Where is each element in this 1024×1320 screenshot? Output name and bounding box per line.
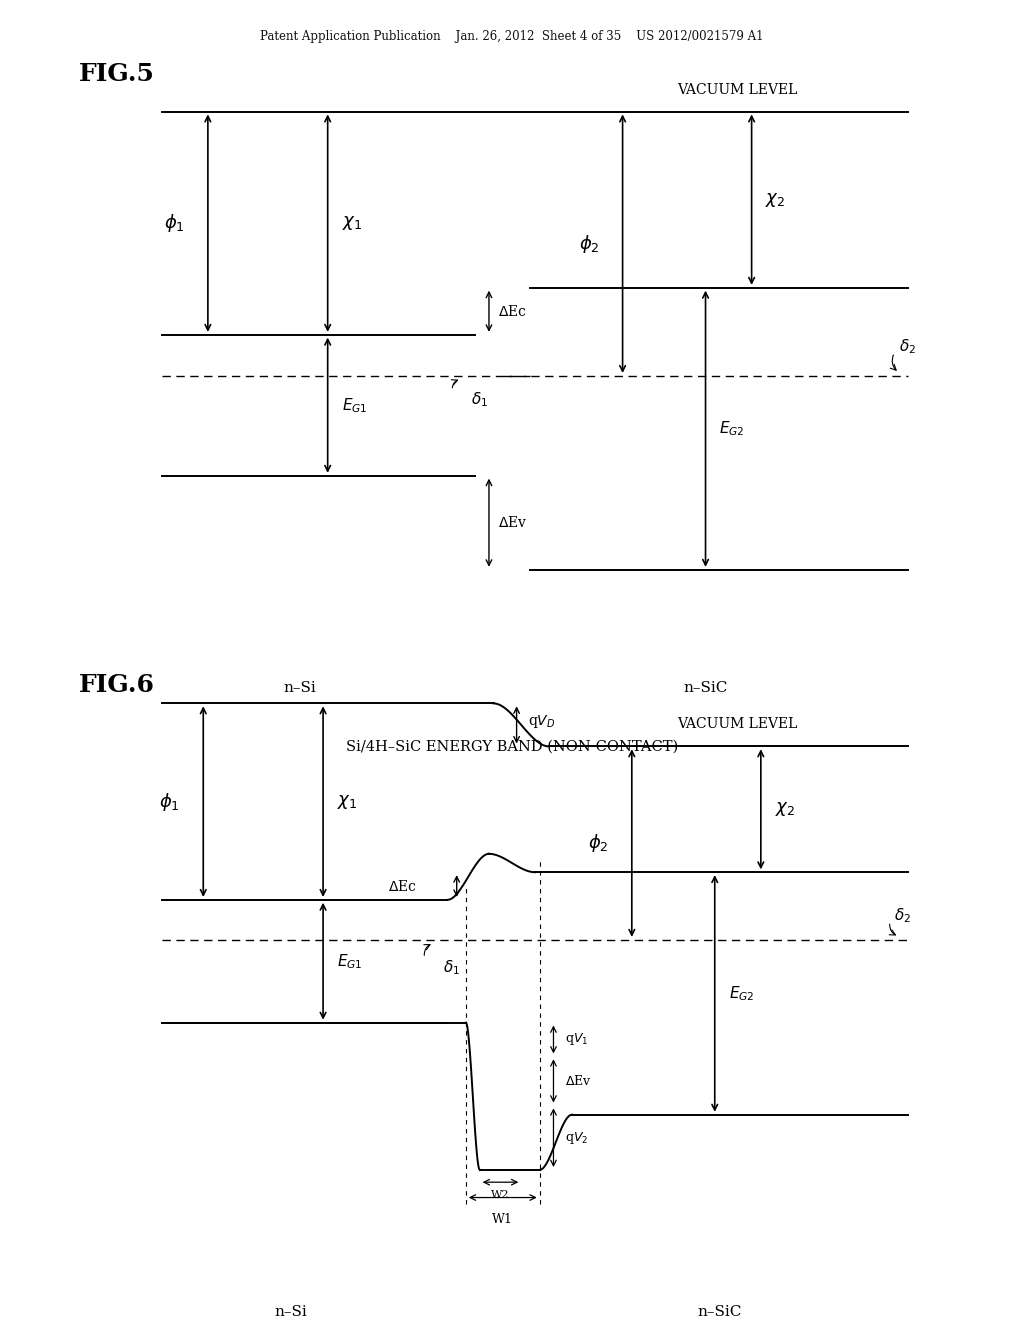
Text: $\delta_2$: $\delta_2$ bbox=[899, 337, 916, 356]
Text: $\chi_1$: $\chi_1$ bbox=[342, 214, 361, 232]
Text: VACUUM LEVEL: VACUUM LEVEL bbox=[678, 83, 798, 96]
Text: Patent Application Publication    Jan. 26, 2012  Sheet 4 of 35    US 2012/002157: Patent Application Publication Jan. 26, … bbox=[260, 30, 764, 44]
Text: $\Delta$Ev: $\Delta$Ev bbox=[498, 515, 527, 531]
Text: $\phi_1$: $\phi_1$ bbox=[164, 213, 185, 234]
Text: $\Delta$Ec: $\Delta$Ec bbox=[387, 879, 417, 894]
Text: $\chi_2$: $\chi_2$ bbox=[775, 800, 795, 818]
Text: W2: W2 bbox=[492, 1189, 510, 1200]
Text: $\delta_1$: $\delta_1$ bbox=[442, 958, 460, 977]
Text: $\delta_2$: $\delta_2$ bbox=[895, 906, 911, 924]
Text: q$V_D$: q$V_D$ bbox=[527, 713, 555, 730]
Text: n–SiC: n–SiC bbox=[683, 681, 728, 696]
Text: n–SiC: n–SiC bbox=[697, 1305, 741, 1319]
Text: $\chi_2$: $\chi_2$ bbox=[766, 190, 785, 209]
Text: n–Si: n–Si bbox=[274, 1305, 307, 1319]
Text: $\Delta$Ev: $\Delta$Ev bbox=[564, 1074, 591, 1088]
Text: q$V_1$: q$V_1$ bbox=[564, 1031, 588, 1048]
Text: $\delta_1$: $\delta_1$ bbox=[471, 389, 487, 409]
Text: $E_{G1}$: $E_{G1}$ bbox=[342, 396, 368, 414]
Text: $\Delta$Ec: $\Delta$Ec bbox=[498, 304, 527, 318]
Text: $E_{G2}$: $E_{G2}$ bbox=[729, 985, 754, 1003]
Text: FIG.5: FIG.5 bbox=[79, 62, 155, 86]
Text: $E_{G2}$: $E_{G2}$ bbox=[719, 420, 744, 438]
Text: $E_{G1}$: $E_{G1}$ bbox=[337, 952, 362, 970]
Text: n–Si: n–Si bbox=[284, 681, 316, 696]
Text: $\chi_1$: $\chi_1$ bbox=[337, 792, 357, 810]
Text: W1: W1 bbox=[493, 1213, 513, 1226]
Text: FIG.6: FIG.6 bbox=[79, 673, 155, 697]
Text: $\phi_2$: $\phi_2$ bbox=[588, 832, 608, 854]
Text: $\phi_1$: $\phi_1$ bbox=[160, 791, 180, 813]
Text: q$V_2$: q$V_2$ bbox=[564, 1130, 588, 1146]
Text: VACUUM LEVEL: VACUUM LEVEL bbox=[678, 717, 798, 731]
Text: $\phi_2$: $\phi_2$ bbox=[579, 232, 600, 255]
Text: Si/4H–SiC ENERGY BAND (NON-CONTACT): Si/4H–SiC ENERGY BAND (NON-CONTACT) bbox=[346, 741, 678, 754]
